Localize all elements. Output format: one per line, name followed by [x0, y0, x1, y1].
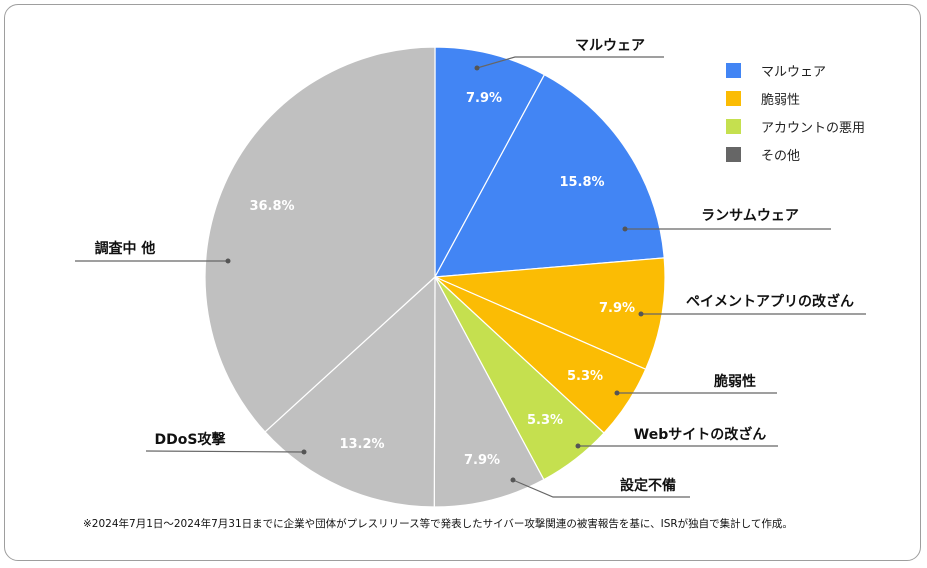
callout-dot: [474, 65, 480, 71]
legend-label: 脆弱性: [761, 92, 801, 108]
callout-label: Webサイトの改ざん: [634, 426, 766, 443]
callout-dot: [510, 477, 516, 483]
legend-label: マルウェア: [761, 64, 827, 80]
legend-item-other: その他: [726, 140, 865, 168]
callout-dot: [575, 443, 581, 449]
callout-label: 脆弱性: [713, 373, 756, 390]
callout-dot: [638, 311, 644, 317]
legend: マルウェア 脆弱性 アカウントの悪用 その他: [726, 56, 865, 168]
callout-label: 調査中 他: [95, 240, 156, 257]
legend-item-vulnerability: 脆弱性: [726, 84, 865, 112]
callout-dot: [622, 226, 628, 232]
legend-label: アカウントの悪用: [761, 120, 866, 136]
slice-value-label: 7.9%: [466, 91, 502, 106]
slice-value-label: 7.9%: [599, 301, 635, 316]
callout-dot: [614, 390, 620, 396]
legend-swatch: [726, 62, 741, 78]
callout-dot: [301, 449, 307, 455]
slice-value-label: 15.8%: [559, 175, 604, 190]
callout-dot: [225, 258, 231, 264]
callout-line: [476, 56, 664, 69]
slice-value-label: 36.8%: [249, 199, 294, 214]
legend-item-account-abuse: アカウントの悪用: [726, 112, 865, 140]
callout-label: 設定不備: [620, 477, 676, 494]
pie-slice: [434, 257, 666, 371]
slice-value-label: 13.2%: [339, 437, 384, 452]
callout-label: ペイメントアプリの改ざん: [686, 293, 854, 310]
slice-value-label: 5.3%: [527, 413, 563, 428]
legend-swatch: [726, 146, 741, 162]
legend-swatch: [726, 90, 741, 106]
pie-slice: [204, 46, 436, 433]
slice-value-label: 5.3%: [567, 369, 603, 384]
callout-line: [145, 450, 305, 453]
callout-label: ランサムウェア: [701, 208, 799, 224]
callout-line: [512, 479, 690, 498]
pie-slice: [264, 275, 436, 508]
slice-value-label: 7.9%: [464, 453, 500, 468]
legend-item-malware: マルウェア: [726, 56, 865, 84]
legend-swatch: [726, 118, 741, 134]
callout-label: マルウェア: [575, 38, 645, 54]
footnote: ※2024年7月1日～2024年7月31日までに企業や団体がプレスリリース等で発…: [83, 518, 793, 530]
pie-slice: [433, 276, 545, 508]
callout-label: DDoS攻撃: [155, 431, 226, 448]
legend-label: その他: [761, 148, 801, 164]
pie-slice: [433, 73, 665, 278]
pie-slice: [434, 46, 546, 278]
